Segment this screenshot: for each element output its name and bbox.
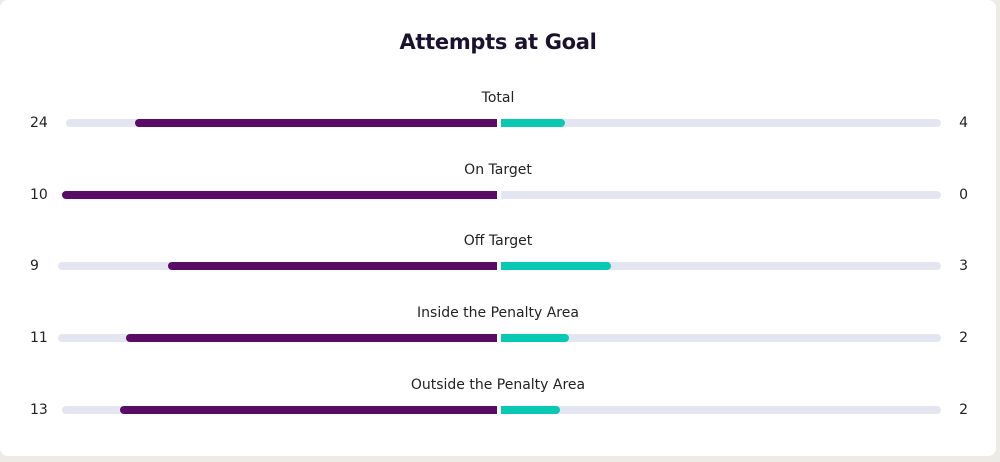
away-track: [501, 334, 941, 342]
stat-row-off-target: Off Target 9 3: [0, 233, 996, 277]
away-track: [501, 119, 941, 127]
stat-label: On Target: [464, 162, 532, 178]
home-value: 24: [30, 115, 48, 131]
away-bar: [501, 334, 569, 342]
stat-row-total: Total 24 4: [0, 90, 996, 134]
home-value: 9: [30, 258, 39, 274]
away-bar: [501, 406, 560, 414]
away-track: [501, 191, 941, 199]
card-title: Attempts at Goal: [399, 30, 597, 54]
home-bar: [119, 406, 497, 414]
away-track: [501, 406, 941, 414]
away-bar: [501, 262, 611, 270]
away-value: 2: [959, 402, 968, 418]
home-value: 10: [30, 187, 48, 203]
home-track: [58, 262, 497, 270]
away-value: 4: [959, 115, 968, 131]
stat-label: Off Target: [463, 233, 533, 249]
home-bar: [167, 262, 497, 270]
home-bar: [134, 119, 497, 127]
stat-label: Outside the Penalty Area: [410, 377, 586, 393]
stat-label: Total: [481, 90, 515, 106]
home-value: 11: [30, 330, 48, 346]
away-value: 3: [959, 258, 968, 274]
away-bar: [501, 119, 565, 127]
stat-row-on-target: On Target 10 0: [0, 162, 996, 206]
home-track: [58, 334, 497, 342]
home-track: [66, 119, 497, 127]
stat-label: Inside the Penalty Area: [417, 305, 579, 321]
home-track: [62, 406, 497, 414]
stat-row-outside-penalty-area: Outside the Penalty Area 13 2: [0, 377, 996, 421]
home-bar: [125, 334, 497, 342]
home-value: 13: [30, 402, 48, 418]
home-track: [62, 191, 497, 199]
away-value: 2: [959, 330, 968, 346]
away-track: [501, 262, 941, 270]
away-value: 0: [959, 187, 968, 203]
stat-row-inside-penalty-area: Inside the Penalty Area 11 2: [0, 305, 996, 349]
home-bar: [62, 191, 497, 199]
